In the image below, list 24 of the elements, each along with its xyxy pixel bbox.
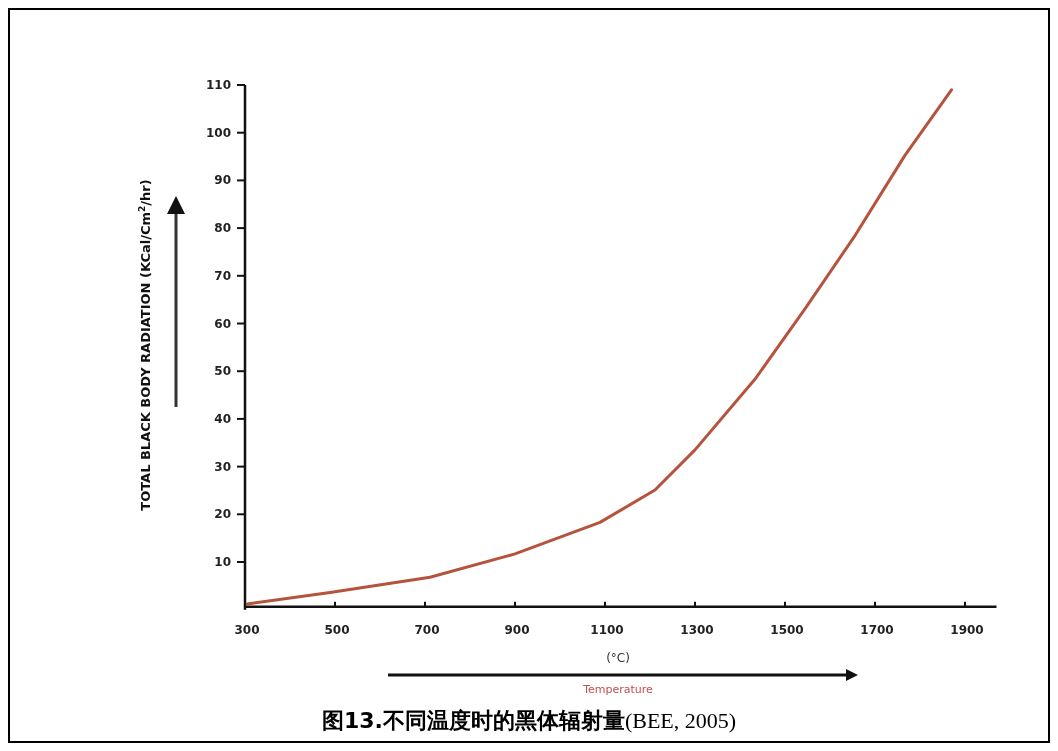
x-tick-label: 1900 — [950, 622, 984, 637]
x-tick-label: 1500 — [770, 622, 804, 637]
x-tick-label: 900 — [504, 622, 530, 637]
y-tick-label: 40 — [214, 411, 231, 426]
x-axis-title: (°C) — [606, 651, 630, 665]
y-tick-label: 110 — [205, 78, 231, 92]
text: Temperature — [582, 683, 654, 696]
y-tick-label: 90 — [214, 173, 231, 188]
x-tick-label: 1100 — [590, 622, 624, 637]
text: 图13.不同温度时的黑体辐射量(BEE, 2005) — [321, 708, 737, 733]
y-tick-label: 50 — [214, 364, 231, 379]
y-tick-label: 80 — [214, 221, 231, 236]
x-tick-label: 700 — [414, 622, 440, 637]
x-tick-label: 500 — [324, 622, 350, 637]
x-tick-label: 1300 — [680, 622, 714, 637]
x-tick-label: 1700 — [860, 622, 894, 637]
x-tick-label: 300 — [234, 622, 260, 637]
y-tick-label: 30 — [214, 459, 231, 474]
y-tick-label: 70 — [214, 268, 231, 283]
y-tick-label: 100 — [205, 125, 231, 140]
y-tick-label: 20 — [214, 507, 231, 522]
line-series — [245, 88, 953, 606]
y-tick-label: 60 — [214, 316, 231, 331]
y-tick-label: 10 — [214, 555, 231, 569]
